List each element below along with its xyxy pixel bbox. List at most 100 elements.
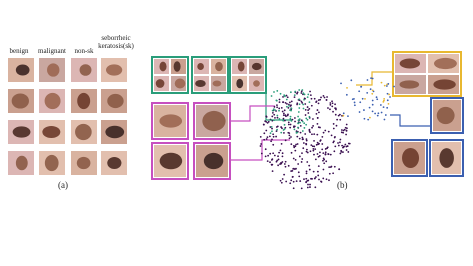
- embedding-point: [283, 132, 285, 134]
- embedding-point: [347, 151, 350, 153]
- embedding-point: [307, 183, 309, 186]
- embedding-point: [281, 178, 284, 180]
- embedding-point: [344, 143, 347, 146]
- column-label: seborrheic keratosis(sk): [98, 34, 134, 50]
- embedding-point: [376, 98, 379, 101]
- embedding-point: [302, 142, 305, 144]
- embedding-point: [303, 178, 305, 181]
- embedding-point: [300, 92, 303, 94]
- embedding-point: [313, 140, 315, 142]
- column-label: non-sk: [74, 47, 94, 55]
- column-label: malignant: [38, 47, 66, 55]
- embedding-point: [283, 109, 286, 112]
- embedding-point: [289, 105, 292, 107]
- embedding-point: [302, 103, 305, 106]
- embedding-point: [305, 139, 308, 142]
- embedding-point: [277, 164, 280, 167]
- embedding-point: [376, 114, 379, 117]
- lesion-spot: [399, 58, 421, 69]
- embedding-point: [385, 85, 388, 87]
- embedding-point: [345, 129, 348, 132]
- embedding-point: [383, 118, 386, 121]
- embedding-point: [342, 146, 344, 149]
- embedding-point: [278, 109, 280, 112]
- embedding-point: [310, 104, 313, 107]
- connector-line: [230, 139, 290, 161]
- lesion-spot: [436, 106, 455, 125]
- embedding-point: [300, 100, 303, 103]
- lesion-spot: [106, 64, 123, 76]
- embedding-point: [303, 98, 305, 101]
- embedding-point: [316, 133, 319, 136]
- embedding-point: [334, 145, 337, 148]
- embedding-point: [343, 145, 345, 148]
- embedding-point: [314, 186, 317, 189]
- embedding-point: [314, 148, 317, 151]
- embedding-point: [270, 164, 273, 166]
- embedding-point: [269, 132, 272, 135]
- embedding-point: [271, 127, 273, 130]
- embedding-point: [282, 119, 285, 122]
- embedding-point: [312, 118, 314, 120]
- connector-line: [230, 105, 275, 122]
- embedding-point: [353, 97, 355, 100]
- embedding-point: [309, 94, 312, 97]
- embedding-point: [308, 128, 311, 131]
- embedding-point: [297, 163, 300, 165]
- embedding-point: [301, 158, 304, 160]
- embedding-point: [344, 126, 347, 129]
- embedding-point: [281, 110, 284, 113]
- embedding-point: [309, 186, 311, 188]
- lesion-spot: [402, 147, 420, 169]
- embedding-point: [300, 119, 303, 122]
- embedding-point: [322, 95, 325, 97]
- embedding-point: [315, 176, 317, 178]
- embedding-point: [269, 161, 271, 164]
- embedding-point: [290, 100, 293, 103]
- embedding-point: [296, 135, 299, 138]
- embedding-point: [379, 104, 382, 106]
- embedding-point: [318, 111, 320, 114]
- embedding-point: [383, 84, 386, 87]
- embedding-point: [336, 118, 339, 121]
- embedding-point: [317, 99, 320, 102]
- embedding-point: [284, 165, 287, 168]
- embedding-point: [305, 117, 308, 120]
- embedding-point: [304, 108, 307, 111]
- embedding-point: [309, 90, 311, 93]
- embedding-point: [389, 96, 391, 98]
- lesion-spot: [15, 155, 28, 171]
- embedding-point: [297, 126, 299, 129]
- embedding-point: [294, 145, 297, 148]
- embedding-point: [302, 147, 305, 150]
- embedding-point: [289, 91, 292, 94]
- embedding-point: [266, 160, 269, 163]
- embedding-point: [337, 142, 339, 144]
- embedding-point: [326, 96, 328, 98]
- lesion-spot: [237, 61, 245, 72]
- embedding-point: [309, 131, 311, 134]
- embedding-point: [316, 153, 319, 155]
- embedding-point: [334, 135, 336, 138]
- embedding-point: [304, 114, 307, 116]
- embedding-point: [266, 136, 269, 139]
- embedding-point: [334, 103, 336, 106]
- embedding-point: [313, 133, 316, 136]
- embedding-point: [281, 152, 284, 155]
- embedding-point: [284, 139, 287, 142]
- embedding-point: [278, 107, 281, 110]
- lesion-spot: [215, 61, 223, 72]
- embedding-point: [334, 113, 337, 116]
- embedding-point: [305, 123, 308, 126]
- embedding-point: [386, 99, 389, 102]
- embedding-point: [296, 131, 299, 134]
- embedding-point: [317, 102, 320, 105]
- embedding-point: [316, 122, 319, 125]
- embedding-point: [264, 148, 267, 151]
- embedding-point: [366, 92, 369, 94]
- embedding-point: [296, 91, 299, 94]
- embedding-point: [322, 131, 325, 134]
- embedding-point: [380, 111, 383, 114]
- lesion-spot: [107, 157, 122, 169]
- embedding-point: [311, 145, 314, 148]
